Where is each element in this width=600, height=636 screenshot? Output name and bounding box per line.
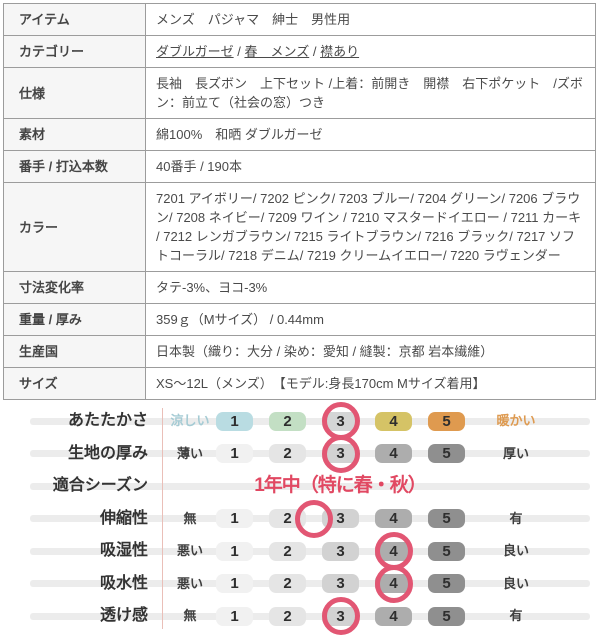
spec-row: 素材 綿100% 和晒 ダブルガーゼ — [3, 118, 596, 151]
rating-scale-pill: 1 — [216, 444, 253, 464]
rating-scale-pill: 1 — [216, 574, 253, 594]
rating-row: あたたかさ 涼しい 暖かい 1 2 3 4 5 — [0, 402, 600, 441]
rating-row-label: 生地の厚み — [67, 444, 148, 462]
left-endpoint-label: 涼しい — [170, 413, 210, 428]
rating-scale-pill: 3 — [322, 541, 359, 561]
rating-scale-pill: 4 — [375, 509, 412, 529]
rating-scale-pill: 5 — [428, 574, 465, 594]
row-band — [30, 612, 590, 620]
row-band — [30, 450, 590, 458]
rating-scale-pill: 1 — [216, 411, 253, 431]
rating-row-label: 吸水性 — [99, 574, 148, 592]
spec-row: カラー 7201 アイボリー/ 7202 ピンク/ 7203 ブルー/ 7204 … — [3, 182, 596, 272]
spec-row: 番手 / 打込本数 40番手 / 190本 — [3, 150, 596, 183]
rating-scale-pill: 5 — [428, 541, 465, 561]
rating-row-label: 伸縮性 — [99, 509, 148, 527]
rating-scale-pill: 1 — [216, 606, 253, 626]
spec-label-cell: 重量 / 厚み — [3, 303, 146, 336]
rating-scale-pill: 1 — [216, 541, 253, 561]
rating-chart: あたたかさ 涼しい 暖かい 1 2 3 4 5 生地の厚み 薄い 厚い 1 2 3 4 5 適合シーズン 1年中（… — [0, 402, 600, 636]
right-endpoint-label: 暖かい — [496, 413, 536, 428]
spec-value-cell: 綿100% 和晒 ダブルガーゼ — [145, 118, 596, 151]
spec-row: 生産国 日本製（織り：大分 / 染め：愛知 / 縫製：京都 岩本繊維） — [3, 335, 596, 368]
rating-row-label: あたたかさ — [67, 412, 148, 429]
right-endpoint-label: 良い — [502, 575, 529, 591]
spec-label-cell: 仕様 — [3, 67, 146, 119]
spec-value-cell: 7201 アイボリー/ 7202 ピンク/ 7203 ブルー/ 7204 グリー… — [145, 182, 596, 272]
rating-circle-marker — [321, 597, 360, 636]
vertical-accent-line — [162, 408, 163, 629]
spec-row: 仕様 長袖 長ズボン 上下セット /上着：前開き 開襟 右下ポケット /ズボン：前… — [3, 67, 596, 119]
rating-scale-pill: 5 — [428, 444, 465, 464]
rating-scale-pill: 5 — [428, 606, 465, 626]
rating-scale-pill: 2 — [269, 574, 306, 594]
rating-scale-pill: 2 — [269, 606, 306, 626]
spec-value-cell: XS～12L（メンズ） 【モデル:身長170cm Mサイズ着用】 — [145, 367, 596, 400]
rating-scale-pill: 4 — [375, 444, 412, 464]
rating-scale-pill: 4 — [375, 411, 412, 431]
spec-label-cell: 素材 — [3, 118, 146, 151]
spec-value-cell: 長袖 長ズボン 上下セット /上着：前開き 開襟 右下ポケット /ズボン：前立て… — [145, 67, 596, 119]
spec-label-cell: 生産国 — [3, 335, 146, 368]
rating-scale-pill: 5 — [428, 411, 465, 431]
spec-label-cell: 番手 / 打込本数 — [3, 150, 146, 183]
rating-scale-pill: 3 — [322, 574, 359, 594]
left-endpoint-label: 薄い — [176, 445, 203, 461]
spec-row: サイズ XS～12L（メンズ） 【モデル:身長170cm Mサイズ着用】 — [3, 367, 596, 400]
spec-value-cell: 日本製（織り：大分 / 染め：愛知 / 縫製：京都 岩本繊維） — [145, 335, 596, 368]
category-link-separator: / — [309, 44, 321, 59]
category-link[interactable]: ダブルガーゼ — [156, 44, 234, 59]
left-endpoint-label: 無 — [183, 608, 197, 623]
spec-label-cell: サイズ — [3, 367, 146, 400]
rating-row-label: 吸湿性 — [99, 542, 148, 559]
right-endpoint-label: 有 — [509, 510, 523, 526]
rating-row: 吸水性 悪い 良い 1 2 3 4 5 — [0, 564, 600, 603]
season-note: 1年中（特に春・秋） — [254, 475, 427, 496]
spec-value-cell: メンズ パジャマ 紳士 男性用 — [145, 3, 596, 36]
rating-scale-pill: 5 — [428, 509, 465, 529]
rating-row: 吸湿性 悪い 良い 1 2 3 4 5 — [0, 532, 600, 571]
row-band — [30, 482, 590, 490]
rating-scale-pill: 4 — [375, 606, 412, 626]
right-endpoint-label: 厚い — [502, 445, 529, 461]
right-endpoint-label: 良い — [502, 543, 529, 558]
rating-scale-pill: 2 — [269, 444, 306, 464]
spec-value-cell: 40番手 / 190本 — [145, 150, 596, 183]
rating-scale-pill: 1 — [216, 509, 253, 529]
category-link[interactable]: 春 メンズ — [244, 44, 310, 59]
row-band — [30, 547, 590, 555]
spec-label-cell: カラー — [3, 182, 146, 272]
row-band — [30, 580, 590, 588]
spec-label-cell: 寸法変化率 — [3, 271, 146, 304]
spec-row: カテゴリー ダブルガーゼ / 春 メンズ / 襟あり — [3, 35, 596, 68]
left-endpoint-label: 無 — [183, 510, 197, 526]
rating-scale-pill: 2 — [269, 541, 306, 561]
rating-row: 生地の厚み 薄い 厚い 1 2 3 4 5 — [0, 434, 600, 473]
spec-value-cell: タテ-3%、ヨコ-3% — [145, 271, 596, 304]
rating-row: 適合シーズン 1年中（特に春・秋） — [0, 470, 600, 503]
spec-table: アイテム メンズ パジャマ 紳士 男性用 カテゴリー ダブルガーゼ / 春 メンズ /… — [3, 3, 596, 400]
rating-circle-marker — [321, 434, 360, 473]
rating-circle-marker — [295, 499, 333, 538]
spec-label-cell: カテゴリー — [3, 35, 146, 68]
row-band — [30, 417, 590, 425]
spec-row: 重量 / 厚み 359ｇ（Mサイズ） / 0.44mm — [3, 303, 596, 336]
category-link[interactable]: 襟あり — [320, 44, 360, 59]
rating-row-label: 透け感 — [99, 607, 148, 624]
spec-value-cell: 359ｇ（Mサイズ） / 0.44mm — [145, 303, 596, 336]
spec-value-cell: ダブルガーゼ / 春 メンズ / 襟あり — [145, 35, 596, 68]
category-link-separator: / — [233, 44, 245, 59]
rating-row: 透け感無有 1 2 3 4 5 — [0, 597, 600, 636]
rating-row: 伸縮性無有 1 2 3 4 5 — [0, 499, 600, 538]
right-endpoint-label: 有 — [509, 608, 523, 623]
spec-row: 寸法変化率 タテ-3%、ヨコ-3% — [3, 271, 596, 304]
rating-row-label: 適合シーズン — [52, 477, 148, 494]
spec-row: アイテム メンズ パジャマ 紳士 男性用 — [3, 3, 596, 36]
rating-scale-pill: 2 — [269, 411, 306, 431]
rating-circle-marker — [374, 564, 413, 603]
left-endpoint-label: 悪い — [176, 543, 203, 558]
left-endpoint-label: 悪い — [176, 575, 203, 591]
spec-label-cell: アイテム — [3, 3, 146, 36]
